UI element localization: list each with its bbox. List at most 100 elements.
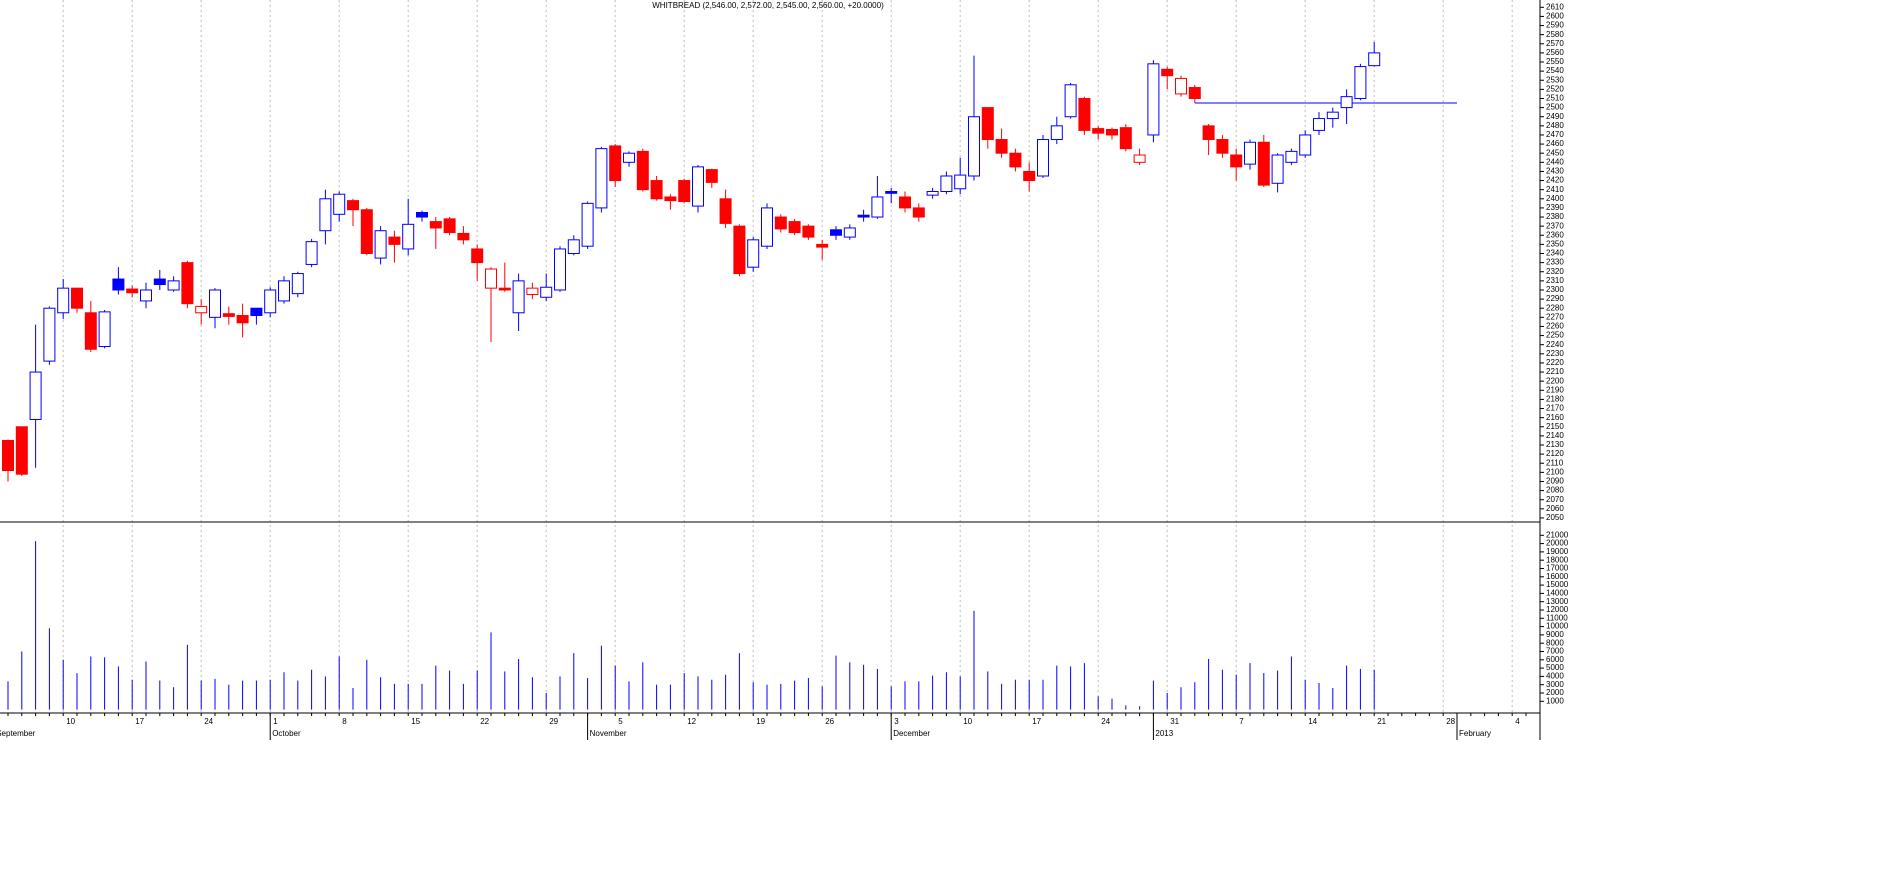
volume-tick-label: 5000: [1546, 663, 1564, 672]
candle-body: [291, 273, 304, 295]
candle-body: [264, 289, 277, 314]
y-tick-label: 2350: [1546, 239, 1564, 248]
candle-body: [2, 439, 14, 472]
x-tick-label: 1: [273, 717, 278, 726]
volume-tick-label: 18000: [1546, 555, 1569, 564]
candle-body: [140, 289, 152, 302]
y-tick-label: 2490: [1546, 112, 1564, 121]
candle-body: [457, 232, 470, 241]
candle-body: [98, 311, 111, 348]
candle-body: [236, 315, 249, 324]
x-tick-label: 17: [1032, 717, 1041, 726]
candle-body: [512, 280, 525, 314]
y-tick-label: 2130: [1546, 440, 1564, 449]
candle-body: [333, 193, 346, 215]
candle-body: [374, 230, 387, 259]
volume-tick-label: 8000: [1546, 638, 1564, 647]
x-tick-label: 14: [1308, 717, 1317, 726]
candle-body: [305, 241, 318, 265]
volume-tick-label: 10000: [1546, 622, 1569, 631]
y-tick-label: 2500: [1546, 103, 1564, 112]
volume-tick-label: 16000: [1546, 572, 1569, 581]
candle-body: [195, 305, 208, 314]
candle-body: [968, 116, 980, 177]
x-tick-label: 21: [1377, 717, 1386, 726]
y-tick-label: 2440: [1546, 157, 1564, 166]
y-tick-label: 2320: [1546, 267, 1564, 276]
month-label: December: [893, 729, 930, 738]
candle-body: [1175, 77, 1187, 95]
y-tick-label: 2260: [1546, 322, 1564, 331]
candle-body: [319, 198, 332, 232]
x-tick-label: 7: [1239, 717, 1244, 726]
x-tick-label: 28: [1446, 717, 1455, 726]
y-tick-label: 2190: [1546, 385, 1564, 394]
candle-body: [71, 287, 83, 309]
candle-body: [1078, 97, 1091, 131]
candle-body: [981, 107, 994, 141]
candle-body: [43, 307, 56, 362]
candle-body: [1354, 66, 1367, 99]
candle-body: [1050, 125, 1063, 141]
candle-body: [1368, 52, 1381, 67]
volume-tick-label: 7000: [1546, 647, 1564, 656]
grid-layer: [62, 0, 1513, 713]
y-tick-label: 2590: [1546, 21, 1564, 30]
y-tick-label: 2180: [1546, 395, 1564, 404]
candle-body: [1257, 141, 1270, 186]
candle-body: [388, 236, 401, 245]
month-label: 2013: [1155, 729, 1173, 738]
y-tick-label: 2170: [1546, 404, 1564, 413]
marks-layer: [2, 41, 1457, 710]
candle-body: [1285, 150, 1298, 163]
y-tick-label: 2380: [1546, 212, 1564, 221]
volume-tick-label: 9000: [1546, 630, 1564, 639]
candle-body: [222, 313, 235, 317]
x-tick-label: 24: [204, 717, 213, 726]
candle-body: [954, 174, 967, 190]
x-tick-label: 22: [480, 717, 489, 726]
y-tick-label: 2230: [1546, 349, 1564, 358]
y-tick-label: 2450: [1546, 148, 1564, 157]
volume-tick-label: 13000: [1546, 597, 1569, 606]
y-tick-label: 2360: [1546, 230, 1564, 239]
y-tick-label: 2470: [1546, 130, 1564, 139]
y-tick-label: 2310: [1546, 276, 1564, 285]
candle-body: [899, 196, 911, 209]
x-tick-label: 12: [687, 717, 696, 726]
candle-body: [816, 243, 829, 248]
month-label: February: [1459, 729, 1491, 738]
candle-body: [1147, 63, 1160, 136]
candle-body: [15, 426, 28, 475]
x-tick-label: 4: [1515, 717, 1520, 726]
x-tick-label: 3: [894, 717, 899, 726]
candle-body: [1216, 139, 1229, 154]
candle-body: [581, 202, 594, 247]
volume-tick-label: 17000: [1546, 564, 1569, 573]
candle-body: [692, 166, 704, 207]
x-tick-label: 31: [1170, 717, 1179, 726]
y-tick-label: 2520: [1546, 84, 1564, 93]
y-tick-label: 2580: [1546, 30, 1564, 39]
candle-body: [540, 286, 553, 298]
candle-body: [29, 371, 42, 420]
candle-body: [802, 225, 815, 238]
y-tick-label: 2270: [1546, 312, 1564, 321]
candle-body: [443, 218, 456, 234]
candle-body: [1023, 170, 1036, 182]
x-tick-label: 8: [342, 717, 347, 726]
candle-body: [774, 216, 787, 230]
candle-body: [167, 280, 180, 291]
candle-body: [278, 280, 290, 302]
candle-body: [471, 248, 484, 264]
x-tick-label: 10: [66, 717, 75, 726]
candle-body: [995, 139, 1008, 154]
candle-body: [595, 148, 608, 209]
y-tick-label: 2290: [1546, 294, 1564, 303]
candle-body: [360, 209, 373, 255]
y-tick-label: 2560: [1546, 48, 1564, 57]
candle-body: [1161, 68, 1174, 77]
x-tick-label: 26: [825, 717, 834, 726]
